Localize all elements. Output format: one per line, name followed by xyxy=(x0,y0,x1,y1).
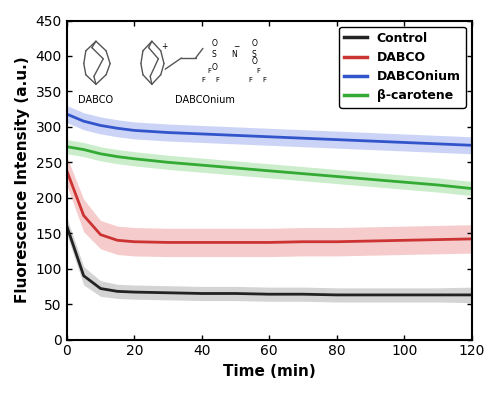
Text: DABCOnium: DABCOnium xyxy=(174,95,234,105)
Text: O: O xyxy=(252,39,258,48)
Text: O: O xyxy=(212,63,218,72)
Text: DABCO: DABCO xyxy=(78,95,114,105)
Text: F: F xyxy=(262,77,266,83)
Text: −: − xyxy=(234,42,239,51)
Text: O: O xyxy=(212,39,218,48)
Text: S: S xyxy=(252,50,256,59)
Text: F: F xyxy=(248,77,252,83)
Text: N: N xyxy=(231,50,237,59)
Text: F: F xyxy=(202,77,205,83)
Text: F: F xyxy=(208,68,212,74)
Text: O: O xyxy=(252,57,258,66)
Text: F: F xyxy=(216,77,220,83)
Legend: Control, DABCO, DABCOnium, β-carotene: Control, DABCO, DABCOnium, β-carotene xyxy=(339,27,466,108)
Y-axis label: Fluorescence Intensity (a.u.): Fluorescence Intensity (a.u.) xyxy=(15,57,30,303)
X-axis label: Time (min): Time (min) xyxy=(223,364,316,379)
Text: S: S xyxy=(212,50,216,59)
Text: F: F xyxy=(256,68,260,74)
Text: +: + xyxy=(161,43,167,52)
